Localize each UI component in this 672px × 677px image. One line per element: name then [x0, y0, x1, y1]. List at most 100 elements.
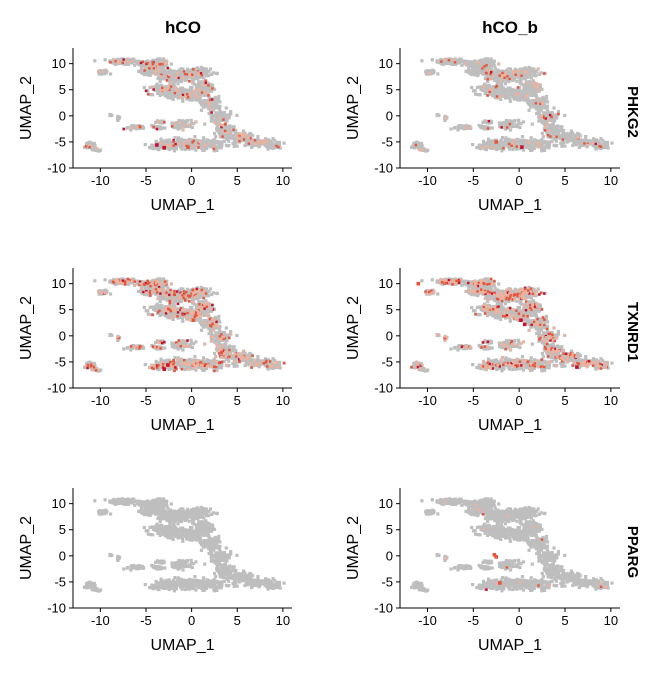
cell-point — [571, 144, 574, 147]
expression-point — [196, 143, 198, 145]
expression-point — [537, 142, 539, 144]
cell-point — [228, 114, 231, 117]
cell-point — [545, 119, 548, 122]
cell-point — [272, 137, 275, 140]
cell-point — [500, 149, 503, 152]
y-tick-label: 5 — [386, 82, 393, 97]
expression-point — [429, 72, 431, 74]
expression-point — [148, 67, 150, 69]
expression-point — [557, 113, 559, 115]
expression-point — [222, 118, 224, 120]
expression-point — [488, 146, 490, 148]
expression-point — [145, 90, 147, 92]
cell-point — [142, 127, 145, 130]
cell-point — [217, 95, 220, 98]
cell-point — [491, 94, 494, 97]
expression-point — [174, 92, 176, 94]
cell-point — [214, 135, 217, 138]
cell-point — [508, 74, 511, 77]
cell-point — [473, 63, 476, 66]
expression-point — [535, 102, 537, 104]
expression-point — [205, 82, 207, 84]
cell-point — [570, 130, 573, 133]
expression-point — [210, 108, 212, 110]
cell-point — [476, 86, 479, 89]
cell-point — [564, 136, 567, 139]
expression-point — [97, 71, 99, 73]
cell-point — [475, 146, 478, 149]
cell-point — [161, 93, 164, 96]
expression-point — [182, 125, 184, 127]
expression-point — [163, 121, 165, 123]
x-tick-label: 10 — [276, 173, 290, 188]
cell-point — [525, 85, 528, 88]
expression-point — [224, 123, 226, 125]
cell-point — [173, 95, 176, 98]
expression-point — [222, 124, 224, 126]
expression-point — [544, 129, 546, 131]
cell-point — [541, 132, 544, 135]
expression-point — [595, 143, 597, 145]
expression-point — [218, 123, 220, 125]
expression-point — [520, 75, 522, 77]
expression-highlight-point — [162, 146, 166, 150]
expression-point — [205, 80, 207, 82]
x-tick-label: 5 — [561, 173, 568, 188]
expression-point — [211, 87, 213, 89]
expression-point — [250, 141, 252, 143]
cell-point — [540, 71, 543, 74]
cell-point — [213, 132, 216, 135]
expression-point — [562, 138, 564, 140]
cell-point — [198, 85, 201, 88]
expression-point — [207, 92, 209, 94]
cell-point — [530, 70, 533, 73]
expression-point — [480, 147, 482, 149]
expression-point — [153, 126, 155, 128]
cell-point — [559, 142, 562, 145]
expression-point — [577, 136, 579, 138]
expression-point — [189, 75, 191, 77]
cell-point — [522, 120, 525, 123]
expression-point — [151, 86, 153, 88]
cell-point — [243, 144, 246, 147]
cell-point — [470, 62, 473, 65]
y-tick-label: -5 — [54, 134, 66, 149]
cell-point — [436, 113, 439, 116]
expression-point — [143, 69, 145, 71]
expression-point — [199, 141, 201, 143]
expression-point — [485, 146, 487, 148]
cell-point — [528, 91, 531, 94]
cell-point — [189, 86, 192, 89]
expression-point — [192, 145, 194, 147]
expression-point — [147, 93, 149, 95]
x-tick-label: 0 — [516, 173, 523, 188]
expression-highlight-point — [186, 145, 190, 149]
cell-point — [207, 70, 210, 73]
expression-point — [544, 126, 546, 128]
cell-point — [188, 142, 191, 145]
expression-point — [195, 121, 197, 123]
cell-point — [186, 70, 189, 73]
expression-point — [128, 61, 130, 63]
expression-point — [191, 82, 193, 84]
cell-point — [178, 69, 181, 72]
expression-point — [238, 140, 240, 142]
cell-point — [200, 101, 203, 104]
cell-point — [235, 114, 238, 117]
expression-point — [548, 129, 550, 131]
expression-point — [164, 62, 166, 64]
cell-point — [155, 84, 158, 87]
expression-point — [543, 72, 545, 74]
expression-point — [536, 98, 538, 100]
cell-point — [148, 146, 151, 149]
expression-point — [109, 61, 111, 63]
expression-point — [537, 146, 539, 148]
expression-point — [168, 76, 170, 78]
expression-point — [444, 58, 446, 60]
cell-point — [202, 70, 205, 73]
expression-point — [161, 63, 163, 65]
cell-point — [470, 70, 473, 73]
cell-point — [535, 94, 538, 97]
cell-point — [202, 136, 205, 139]
expression-point — [182, 94, 184, 96]
